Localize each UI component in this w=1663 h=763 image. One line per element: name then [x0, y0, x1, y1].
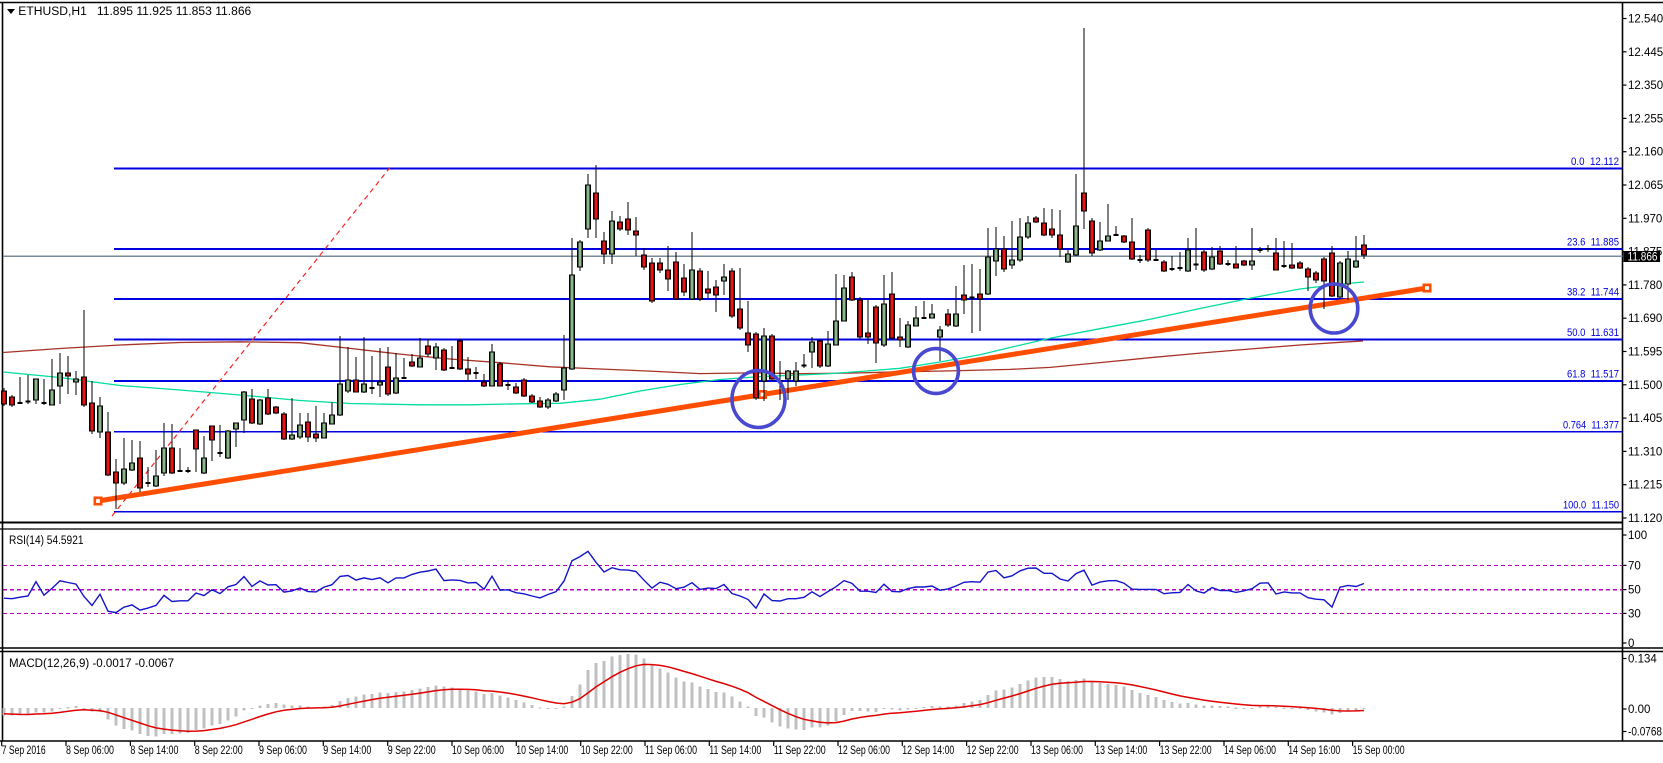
svg-text:MACD(12,26,9) -0.0017 -0.0067: MACD(12,26,9) -0.0017 -0.0067 [9, 658, 174, 670]
svg-text:11.215: 11.215 [1628, 480, 1662, 492]
svg-text:11 Sep 06:00: 11 Sep 06:00 [645, 745, 697, 757]
svg-text:8 Sep 22:00: 8 Sep 22:00 [195, 745, 243, 757]
svg-text:12.350: 12.350 [1628, 80, 1663, 92]
svg-text:8 Sep 06:00: 8 Sep 06:00 [66, 745, 114, 757]
svg-text:12.065: 12.065 [1628, 180, 1663, 192]
svg-text:11.405: 11.405 [1628, 413, 1662, 425]
svg-text:70: 70 [1628, 560, 1641, 572]
svg-text:10 Sep 06:00: 10 Sep 06:00 [452, 745, 504, 757]
svg-text:9 Sep 06:00: 9 Sep 06:00 [259, 745, 307, 757]
svg-text:15 Sep 00:00: 15 Sep 00:00 [1353, 745, 1405, 757]
svg-text:13 Sep 22:00: 13 Sep 22:00 [1160, 745, 1212, 757]
svg-text:12.445: 12.445 [1628, 47, 1663, 59]
svg-text:7 Sep 2016: 7 Sep 2016 [2, 745, 46, 757]
svg-text:11.310: 11.310 [1628, 446, 1662, 458]
svg-text:12 Sep 22:00: 12 Sep 22:00 [967, 745, 1019, 757]
svg-text:0: 0 [1628, 638, 1634, 650]
svg-text:11.595: 11.595 [1628, 347, 1662, 359]
svg-text:9 Sep 22:00: 9 Sep 22:00 [388, 745, 436, 757]
svg-text:12 Sep 14:00: 12 Sep 14:00 [902, 745, 954, 757]
svg-text:12.540: 12.540 [1628, 14, 1663, 26]
svg-text:ETHUSD,H1 11.895 11.925 11.8: ETHUSD,H1 11.895 11.925 11.853 11.866 [18, 6, 251, 18]
svg-text:11 Sep 22:00: 11 Sep 22:00 [774, 745, 826, 757]
svg-text:12 Sep 06:00: 12 Sep 06:00 [838, 745, 890, 757]
svg-text:8 Sep 14:00: 8 Sep 14:00 [130, 745, 178, 757]
svg-text:11.120: 11.120 [1628, 513, 1662, 525]
svg-text:14 Sep 06:00: 14 Sep 06:00 [1224, 745, 1276, 757]
svg-text:-0.0768: -0.0768 [1628, 727, 1662, 739]
svg-text:RSI(14) 54.5921: RSI(14) 54.5921 [9, 535, 84, 547]
svg-text:0.134: 0.134 [1628, 654, 1657, 666]
svg-text:12.160: 12.160 [1628, 147, 1663, 159]
svg-text:9 Sep 14:00: 9 Sep 14:00 [323, 745, 371, 757]
svg-text:0.0 12.112: 0.0 12.112 [1571, 156, 1619, 168]
svg-text:11.866: 11.866 [1628, 252, 1658, 264]
svg-text:13 Sep 06:00: 13 Sep 06:00 [1031, 745, 1083, 757]
svg-text:38.2 11.744: 38.2 11.744 [1567, 287, 1619, 299]
svg-text:30: 30 [1628, 608, 1641, 620]
svg-text:100: 100 [1628, 530, 1647, 542]
svg-text:0.764 11.377: 0.764 11.377 [1563, 419, 1619, 431]
svg-text:11.500: 11.500 [1628, 380, 1662, 392]
svg-text:61.8 11.517: 61.8 11.517 [1567, 369, 1619, 381]
svg-text:11 Sep 14:00: 11 Sep 14:00 [709, 745, 761, 757]
svg-text:12.255: 12.255 [1628, 113, 1663, 125]
svg-text:11.690: 11.690 [1628, 313, 1662, 325]
svg-text:23.6 11.885: 23.6 11.885 [1567, 237, 1619, 249]
svg-text:13 Sep 14:00: 13 Sep 14:00 [1095, 745, 1147, 757]
svg-text:10 Sep 22:00: 10 Sep 22:00 [581, 745, 633, 757]
svg-text:0.00: 0.00 [1628, 704, 1650, 716]
svg-text:50.0 11.631: 50.0 11.631 [1567, 327, 1619, 339]
svg-text:50: 50 [1628, 585, 1641, 597]
svg-text:100.0 11.150: 100.0 11.150 [1563, 499, 1619, 511]
svg-text:11.780: 11.780 [1628, 280, 1662, 292]
svg-text:14 Sep 16:00: 14 Sep 16:00 [1288, 745, 1340, 757]
svg-text:11.970: 11.970 [1628, 213, 1662, 225]
svg-text:10 Sep 14:00: 10 Sep 14:00 [516, 745, 568, 757]
